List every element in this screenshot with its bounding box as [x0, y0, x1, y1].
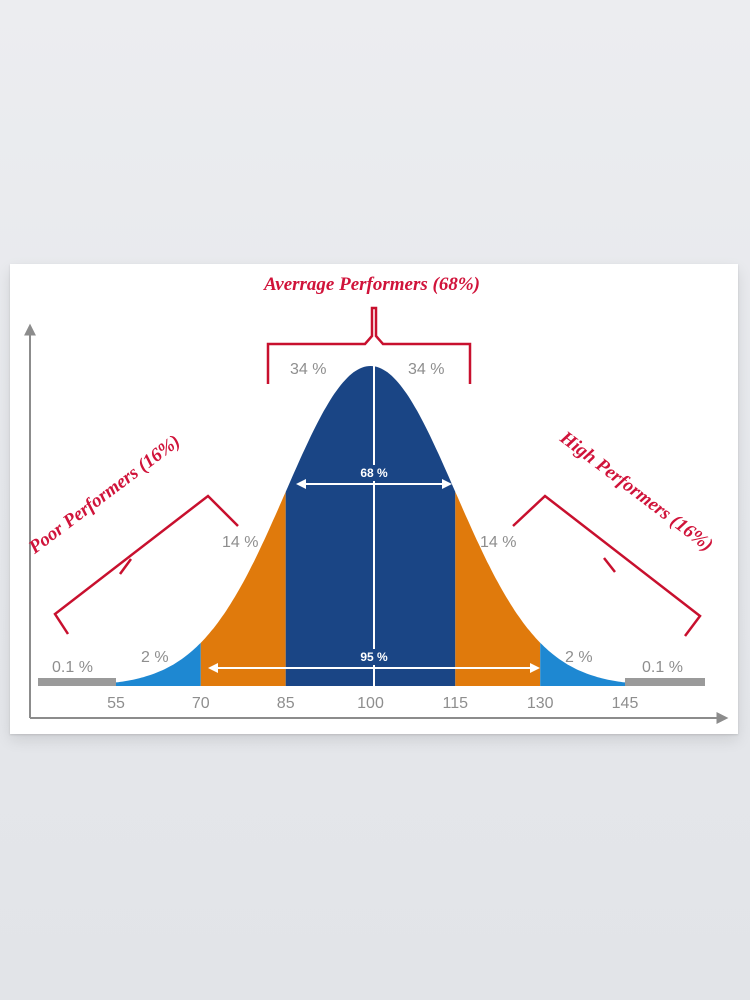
- span-68-label-bg: [354, 465, 394, 481]
- x-tick-label: 115: [443, 695, 469, 712]
- bell-curve-chart: 68 % 95 % 0.1 % 2 % 14 % 34 % 34 % 14 % …: [24, 274, 729, 724]
- left-tail-bar: [38, 678, 116, 686]
- label-left-14: 14 %: [222, 534, 258, 551]
- label-left-34: 34 %: [290, 361, 326, 378]
- curve-segment-1: [116, 642, 201, 686]
- label-left-tail: 0.1 %: [52, 659, 93, 676]
- curve-segment-2: [200, 491, 286, 686]
- x-tick-label: 100: [357, 695, 384, 712]
- x-tick-label: 130: [527, 695, 554, 712]
- high-bracket: [512, 494, 702, 637]
- span-68-label: 68 %: [360, 466, 388, 480]
- poor-bracket: [53, 494, 239, 635]
- label-left-2: 2 %: [141, 649, 169, 666]
- curve-segment-5: [455, 491, 541, 686]
- x-tick-labels: 55 70 85 100 115 130 145: [107, 695, 638, 712]
- span-95-label-bg: [354, 649, 394, 665]
- x-tick-label: 70: [192, 695, 210, 712]
- x-tick-label: 85: [277, 695, 295, 712]
- label-right-34: 34 %: [408, 361, 444, 378]
- label-right-2: 2 %: [565, 649, 593, 666]
- label-right-14: 14 %: [480, 534, 516, 551]
- curve-segments: [116, 366, 625, 686]
- label-right-tail: 0.1 %: [642, 659, 683, 676]
- average-performers-label: Averrage Performers (68%): [263, 274, 480, 295]
- curve-segment-3: [285, 366, 371, 686]
- right-tail-bar: [625, 678, 705, 686]
- span-95-label: 95 %: [360, 650, 388, 664]
- poor-performers-label: Poor Performers (16%): [24, 431, 184, 559]
- average-bracket: [266, 306, 472, 384]
- x-tick-label: 55: [107, 695, 125, 712]
- curve-segment-4: [370, 366, 456, 686]
- curve-segment-6: [540, 642, 625, 686]
- x-tick-label: 145: [612, 695, 639, 712]
- poster: 68 % 95 % 0.1 % 2 % 14 % 34 % 34 % 14 % …: [10, 264, 738, 734]
- high-performers-label: High Performers (16%): [555, 427, 717, 556]
